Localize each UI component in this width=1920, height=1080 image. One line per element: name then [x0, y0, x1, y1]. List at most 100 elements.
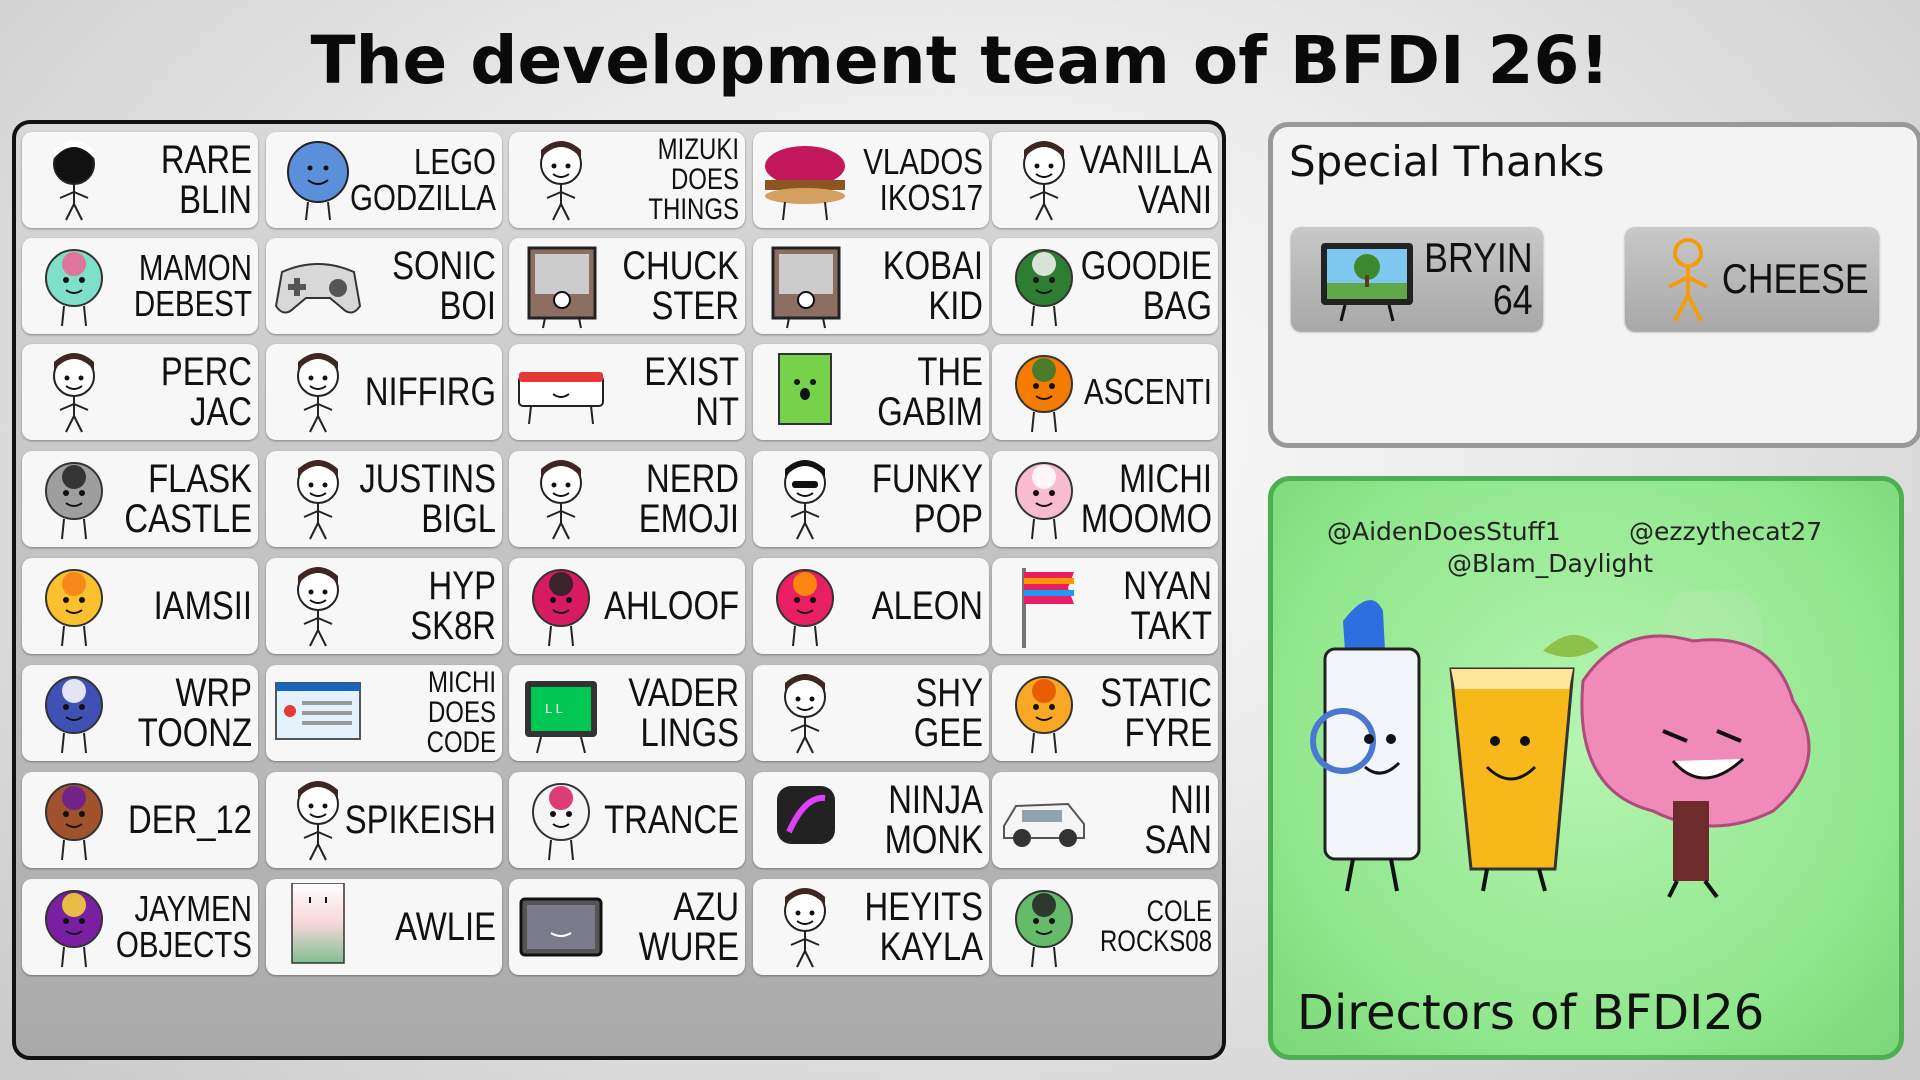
page-title: The development team of BFDI 26!: [310, 22, 1610, 99]
team-member-name: STATIC FYRE: [1100, 671, 1212, 755]
person-icon: [53, 353, 95, 433]
juice-glass-character-icon: [1449, 634, 1599, 892]
sunglasses-person-icon: [784, 460, 826, 540]
tablet-icon: [519, 897, 603, 957]
team-member-card: TRANCE: [509, 772, 745, 868]
team-member-card: NINJA MONK: [753, 772, 989, 868]
burger-icon: [765, 146, 845, 221]
box-icon: [518, 372, 604, 425]
team-member-card: MAMON DEBEST: [22, 238, 258, 334]
team-member-card: GOODIE BAG: [992, 238, 1218, 334]
directors-label: Directors of BFDI26: [1297, 985, 1765, 1041]
team-member-card: NERD EMOJI: [509, 451, 745, 547]
marker-character-icon: [1310, 600, 1421, 892]
team-member-name: FLASK CASTLE: [124, 457, 252, 541]
team-member-name: HYP SK8R: [410, 564, 496, 648]
special-thanks-card-cheese: CHEESE: [1625, 227, 1879, 331]
team-member-name: LEGO GODZILLA: [349, 141, 496, 218]
team-member-card: JUSTINS BIGL: [266, 451, 502, 547]
team-member-name: NINJA MONK: [884, 778, 983, 862]
team-member-name: MIZUKI DOES THINGS: [648, 133, 739, 226]
special-thanks-panel: Special Thanks BRYIN 64 CHEESE: [1268, 122, 1920, 448]
team-member-name: SPIKEISH: [344, 798, 496, 842]
team-member-card: AHLOOF: [509, 558, 745, 654]
team-member-name: SHY GEE: [913, 671, 983, 755]
cookie-hat-icon: [45, 783, 103, 861]
directors-illustration: [1310, 591, 1811, 899]
director-handle: @ezzythecat27: [1629, 517, 1823, 546]
cherry-blossom-character-icon: [1580, 634, 1811, 899]
team-member-card: SPIKEISH: [266, 772, 502, 868]
team-member-name: VADER LINGS: [628, 671, 739, 755]
team-member-name: FUNKY POP: [871, 457, 983, 541]
team-member-card: DER_12: [22, 772, 258, 868]
team-member-name: MICHI DOES CODE: [426, 666, 496, 759]
team-member-card: AZU WURE: [509, 879, 745, 975]
team-member-card: MICHI MOOMO: [992, 451, 1218, 547]
team-member-name: ASCENTI: [1084, 371, 1212, 412]
person-icon: [540, 141, 582, 221]
team-member-card: FLASK CASTLE: [22, 451, 258, 547]
director-handle: @Blam_Daylight: [1447, 549, 1654, 578]
car-icon: [1003, 802, 1085, 847]
team-member-name: JUSTINS BIGL: [359, 457, 496, 541]
tv-tree-icon: [1321, 243, 1413, 322]
team-member-name: ALEON: [871, 584, 983, 628]
team-member-card: HEYITS KAYLA: [753, 879, 989, 975]
special-thanks-name: CHEESE: [1722, 255, 1869, 302]
team-member-name: AHLOOF: [604, 584, 739, 628]
team-member-card: LEGO GODZILLA: [266, 132, 502, 228]
cloud-headphones-icon: [532, 783, 590, 861]
team-member-card: NIFFIRG: [266, 344, 502, 440]
team-member-name: PERC JAC: [160, 350, 252, 434]
team-member-card: THE GABIM: [753, 344, 989, 440]
team-member-name: MICHI MOOMO: [1080, 457, 1212, 541]
notepad-icon: [778, 353, 832, 425]
person-icon: [1023, 141, 1065, 221]
team-member-name: SONIC BOI: [392, 244, 496, 328]
team-member-card: ASCENTI: [992, 344, 1218, 440]
team-member-name: VLADOS IKOS17: [863, 141, 983, 218]
special-thanks-title: Special Thanks: [1289, 137, 1605, 186]
team-member-card: NII SAN: [992, 772, 1218, 868]
flag-icon: [1022, 568, 1074, 648]
team-member-name: CHUCK STER: [622, 244, 739, 328]
team-member-card: RARE BLIN: [22, 132, 258, 228]
directors-panel: @AidenDoesStuff1 @ezzythecat27 @Blam_Day…: [1268, 476, 1904, 1060]
team-member-card: ALEON: [753, 558, 989, 654]
yellow-shape-icon: [45, 569, 103, 647]
person-icon: [540, 460, 582, 540]
monitor-icon: L L: [525, 681, 597, 754]
svg-text:L L: L L: [545, 702, 563, 716]
error-window-icon: [275, 682, 361, 740]
team-member-card: NYAN TAKT: [992, 558, 1218, 654]
team-member-name: MAMON DEBEST: [133, 247, 252, 324]
team-member-card: KOBAI KID: [753, 238, 989, 334]
gradient-card-icon: [291, 883, 345, 964]
team-member-name: NYAN TAKT: [1123, 564, 1212, 648]
team-member-name: AWLIE: [395, 905, 496, 949]
team-member-card: HYP SK8R: [266, 558, 502, 654]
beanie-icon: [776, 569, 834, 647]
team-member-name: HEYITS KAYLA: [864, 885, 983, 969]
special-thanks-card-bryin: BRYIN 64: [1291, 227, 1543, 331]
team-member-card: AWLIE: [266, 879, 502, 975]
lettuce-icon: [1015, 890, 1073, 968]
team-member-name: IAMSII: [153, 584, 252, 628]
fairy-icon: [45, 249, 103, 327]
team-member-name: EXIST NT: [644, 350, 739, 434]
person-icon: [297, 353, 339, 433]
team-member-name: JAYMEN OBJECTS: [115, 888, 253, 965]
team-member-card: CHUCK STER: [509, 238, 745, 334]
team-member-name: RARE BLIN: [160, 138, 252, 222]
team-member-name: DER_12: [128, 798, 252, 842]
gamepad-icon: [274, 263, 362, 314]
team-member-name: VANILLA VANI: [1079, 138, 1212, 222]
bag-icon: [1015, 249, 1073, 327]
team-member-card: COLE ROCKS08: [992, 879, 1218, 975]
team-member-card: IAMSII: [22, 558, 258, 654]
team-member-name: AZU WURE: [638, 885, 739, 969]
blue-circle-icon: [287, 141, 349, 221]
team-member-card: MIZUKI DOES THINGS: [509, 132, 745, 228]
team-member-card: L L VADER LINGS: [509, 665, 745, 761]
